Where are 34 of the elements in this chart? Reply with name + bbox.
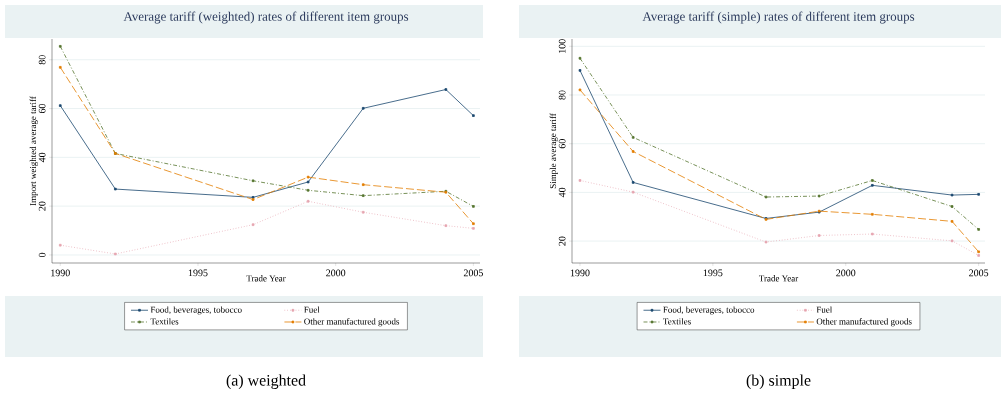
legend-label: Other manufactured goods (816, 318, 912, 327)
chart-title: Average tariff (weighted) rates of different item groups (123, 11, 409, 24)
legend-label: Other manufactured goods (304, 318, 400, 327)
x-tick-label: 2000 (836, 269, 856, 277)
y-axis-title: Simple average tariff (549, 113, 558, 189)
legend-label: Food, beverages, tobocco (663, 306, 755, 315)
x-tick-label: 2000 (326, 269, 346, 277)
y-tick-label: 100 (558, 39, 566, 53)
y-tick-label: 40 (38, 152, 46, 163)
x-tick-label: 2005 (463, 269, 483, 277)
text: (a) weighted (226, 374, 306, 389)
y-tick-label: 0 (38, 252, 46, 258)
legend-label: Textiles (150, 318, 179, 325)
legend-label: Textiles (663, 318, 691, 325)
legend-label: Fuel (816, 306, 833, 313)
y-tick-label: 80 (38, 55, 46, 65)
y-axis-title: Import weighted average tariff (29, 96, 38, 206)
y-tick-label: 20 (558, 236, 566, 246)
y-tick-label: 40 (558, 187, 566, 198)
x-axis-title: Trade Year (246, 275, 286, 282)
y-tick-label: 60 (38, 103, 46, 114)
x-tick-label: 1990 (51, 269, 70, 277)
y-tick-label: 20 (38, 201, 46, 211)
x-tick-label: 1990 (570, 269, 590, 277)
x-axis-title: Trade Year (758, 275, 799, 282)
legend-label: Food, beverages, tobocco (150, 306, 242, 315)
y-tick-label: 60 (558, 139, 566, 149)
x-tick-label: 1995 (703, 269, 723, 277)
x-tick-label: 2005 (969, 269, 989, 277)
text: (b) simple (746, 374, 811, 389)
legend-label: Fuel (304, 306, 320, 313)
chart-title: Average tariff (simple) rates of different item groups (642, 11, 915, 24)
y-tick-label: 80 (558, 90, 566, 100)
x-tick-label: 1995 (188, 269, 208, 277)
